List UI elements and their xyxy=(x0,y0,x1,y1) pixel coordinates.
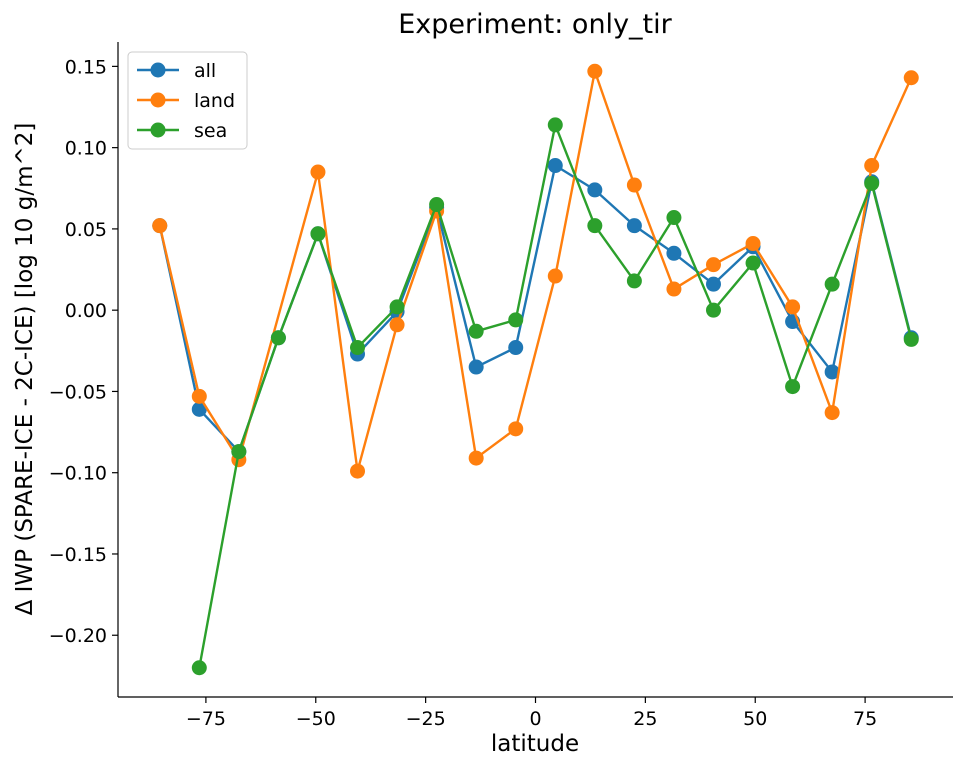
data-point-sea xyxy=(587,218,603,234)
series-line-land xyxy=(158,70,913,473)
data-point-all xyxy=(508,340,524,356)
data-point-sea xyxy=(508,312,524,328)
data-point-all xyxy=(547,158,563,174)
data-point-sea xyxy=(864,175,880,191)
data-point-sea xyxy=(824,276,840,292)
y-tick-label: −0.15 xyxy=(49,544,107,566)
data-point-land xyxy=(310,164,326,180)
data-point-sea xyxy=(350,340,366,356)
y-tick-label: −0.05 xyxy=(49,381,107,403)
data-point-land xyxy=(508,421,524,437)
data-point-land xyxy=(824,405,840,421)
data-point-land xyxy=(745,236,761,252)
data-point-sea xyxy=(666,210,682,226)
data-point-sea xyxy=(785,379,801,395)
data-point-land xyxy=(785,299,801,315)
data-point-all xyxy=(626,218,642,234)
data-point-sea xyxy=(429,197,445,213)
series-line-sea xyxy=(198,123,913,668)
data-point-land xyxy=(547,268,563,284)
y-tick-label: 0.15 xyxy=(65,56,107,78)
data-point-sea xyxy=(389,299,405,315)
data-point-all xyxy=(468,359,484,375)
data-point-sea xyxy=(270,330,286,346)
data-point-sea xyxy=(310,226,326,242)
data-point-all xyxy=(666,245,682,261)
y-tick-label: 0.10 xyxy=(65,138,107,160)
legend-marker-land xyxy=(150,92,166,108)
data-point-sea xyxy=(547,117,563,133)
data-point-land xyxy=(666,281,682,297)
data-point-land xyxy=(350,463,366,479)
plot-series xyxy=(152,63,919,676)
y-tick-label: 0.00 xyxy=(65,300,107,322)
data-point-land xyxy=(626,177,642,193)
data-point-sea xyxy=(626,273,642,289)
data-point-sea xyxy=(903,331,919,347)
chart-title: Experiment: only_tir xyxy=(398,9,672,40)
x-tick-label: 50 xyxy=(743,708,767,730)
data-point-sea xyxy=(468,323,484,339)
data-point-sea xyxy=(705,302,721,318)
data-point-all xyxy=(705,276,721,292)
series-land xyxy=(152,63,919,479)
y-tick-label: −0.10 xyxy=(49,463,107,485)
data-point-land xyxy=(191,388,207,404)
x-ticks: −75 −50 −25 0 25 50 75 xyxy=(186,697,877,730)
legend-label-all: all xyxy=(194,60,216,82)
y-ticks: −0.20 −0.15 −0.10 −0.05 0.00 0.05 0.10 0.15 xyxy=(49,56,118,647)
legend-label-land: land xyxy=(194,90,235,112)
y-tick-label: 0.05 xyxy=(65,219,107,241)
data-point-land xyxy=(389,317,405,333)
x-axis-label: latitude xyxy=(491,731,579,757)
x-tick-label: 0 xyxy=(529,708,541,730)
y-axis-label: Δ IWP (SPARE-ICE - 2C-ICE) [log 10 g/m^2… xyxy=(12,123,38,616)
legend: all land sea xyxy=(127,51,248,150)
legend-label-sea: sea xyxy=(194,120,227,142)
data-point-all xyxy=(191,401,207,417)
series-sea xyxy=(191,117,919,676)
data-point-sea xyxy=(191,660,207,676)
data-point-land xyxy=(587,63,603,79)
data-point-land xyxy=(705,257,721,273)
data-point-sea xyxy=(231,444,247,460)
y-tick-label: −0.20 xyxy=(49,625,107,647)
legend-marker-sea xyxy=(150,122,166,138)
data-point-all xyxy=(587,182,603,198)
legend-marker-all xyxy=(150,62,166,78)
x-tick-label: −75 xyxy=(186,708,226,730)
series-all xyxy=(152,158,919,460)
x-tick-label: −25 xyxy=(406,708,446,730)
x-tick-label: −50 xyxy=(296,708,336,730)
x-tick-label: 75 xyxy=(853,708,877,730)
data-point-sea xyxy=(745,255,761,271)
data-point-all xyxy=(824,364,840,380)
data-point-land xyxy=(903,70,919,86)
data-point-land xyxy=(468,450,484,466)
data-point-land xyxy=(864,158,880,174)
x-tick-label: 25 xyxy=(633,708,657,730)
data-point-land xyxy=(152,218,168,234)
